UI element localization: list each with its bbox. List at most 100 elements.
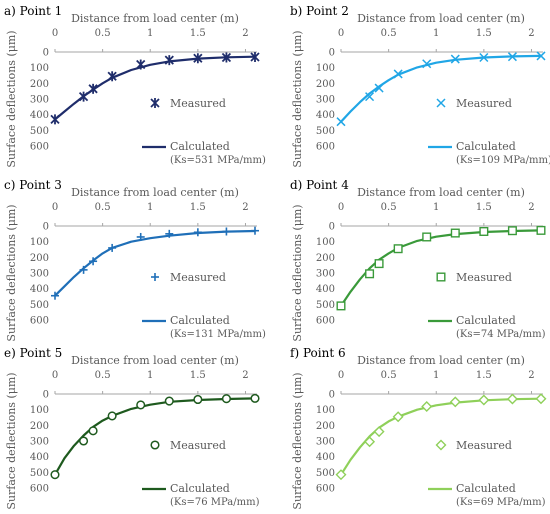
x-tick-label: 2 xyxy=(528,370,534,381)
x-tick-label: 2 xyxy=(528,202,534,213)
measured-point xyxy=(373,426,385,438)
measured-point xyxy=(422,59,432,69)
panel-title: b) Point 2 xyxy=(290,4,349,18)
measured-point xyxy=(536,51,546,61)
y-tick-label: 400 xyxy=(30,284,49,295)
y-tick-label: 100 xyxy=(30,63,49,74)
y-tick-label: 100 xyxy=(30,405,49,416)
calculated-line xyxy=(54,229,256,297)
measured-point xyxy=(221,52,232,63)
marker-stroke xyxy=(365,92,375,102)
measured-point xyxy=(79,436,89,446)
panel-3: c) Point 3 Distance from load center (m) S… xyxy=(4,178,266,342)
measured-point xyxy=(536,225,546,235)
measured-point xyxy=(193,394,203,405)
legend-marker xyxy=(436,98,446,108)
y-tick-label: 200 xyxy=(316,79,335,90)
y-tick-label: 200 xyxy=(30,79,49,90)
panel-title: e) Point 5 xyxy=(4,346,62,360)
measured-point xyxy=(136,400,146,410)
x-tick-label: 0 xyxy=(52,28,58,39)
panel-title: a) Point 1 xyxy=(4,4,62,18)
x-axis-label: Distance from load center (m) xyxy=(357,186,525,199)
measured-point xyxy=(479,52,489,63)
marker-stroke xyxy=(507,52,517,62)
panel-4: d) Point 4 Distance from load center (m) S… xyxy=(290,178,546,342)
x-tick-label: 1 xyxy=(147,202,153,213)
measured-point xyxy=(164,396,174,406)
measured-point xyxy=(336,117,346,127)
y-axis-label: Surface deflections (μm) xyxy=(291,204,304,341)
panel-title: c) Point 3 xyxy=(4,178,62,192)
marker-stroke xyxy=(450,54,460,64)
measured-point xyxy=(193,228,202,237)
calculated-line xyxy=(340,397,542,476)
measured-point xyxy=(365,92,375,102)
marker-stroke xyxy=(436,98,446,108)
legend-ks-label: (Ks=531 MPa/mm) xyxy=(170,155,266,166)
measured-point xyxy=(251,226,259,235)
y-tick-label: 500 xyxy=(316,468,335,479)
x-tick-label: 0.5 xyxy=(95,202,111,213)
measured-point xyxy=(335,469,347,481)
y-tick-label: 400 xyxy=(30,110,49,121)
x-tick-label: 1 xyxy=(433,370,439,381)
y-tick-label: 200 xyxy=(316,253,335,264)
legend-measured-label: Measured xyxy=(170,439,226,452)
x-tick-label: 0.5 xyxy=(95,370,111,381)
legend-measured-label: Measured xyxy=(170,271,226,284)
y-tick-label: 600 xyxy=(316,142,335,153)
y-tick-label: 200 xyxy=(30,421,49,432)
marker-stroke xyxy=(393,69,403,79)
y-tick-label: 100 xyxy=(316,63,335,74)
y-tick-label: 400 xyxy=(30,452,49,463)
panel-5: e) Point 5 Distance from load center (m) S… xyxy=(4,346,260,510)
x-tick-label: 1 xyxy=(147,28,153,39)
y-axis-label: Surface deflections (μm) xyxy=(5,372,18,509)
legend-ks-label: (Ks=69 MPa/mm) xyxy=(456,497,546,508)
measured-point xyxy=(107,411,117,421)
y-tick-label: 300 xyxy=(30,269,49,280)
measured-point xyxy=(421,401,433,413)
legend-marker xyxy=(435,439,447,451)
legend-marker xyxy=(436,272,446,282)
measured-point xyxy=(222,227,231,236)
measured-point xyxy=(136,232,145,241)
measured-point xyxy=(364,436,376,448)
y-tick-label: 600 xyxy=(316,484,335,495)
y-tick-label: 0 xyxy=(329,48,335,59)
legend-calculated-label: Calculated xyxy=(170,314,230,327)
measured-point xyxy=(136,59,146,70)
marker-stroke xyxy=(479,52,489,63)
x-tick-label: 0 xyxy=(338,370,344,381)
y-tick-label: 600 xyxy=(30,484,49,495)
measured-point xyxy=(79,265,88,274)
legend-measured-label: Measured xyxy=(170,97,226,110)
legend-measured-label: Measured xyxy=(456,97,512,110)
calculated-line xyxy=(340,54,542,123)
x-tick-label: 2 xyxy=(242,28,248,39)
y-tick-label: 300 xyxy=(316,437,335,448)
measured-point xyxy=(450,54,460,64)
y-axis-label: Surface deflections (μm) xyxy=(5,204,18,341)
measured-point xyxy=(250,393,260,403)
legend-calculated-label: Calculated xyxy=(456,140,516,153)
y-tick-label: 500 xyxy=(30,300,49,311)
measured-point xyxy=(336,301,346,311)
measured-point xyxy=(479,226,489,236)
x-tick-label: 1.5 xyxy=(476,202,492,213)
measured-point xyxy=(393,244,403,254)
measured-point xyxy=(78,91,89,102)
measured-point xyxy=(507,226,517,236)
legend-calculated-label: Calculated xyxy=(170,482,230,495)
y-tick-label: 0 xyxy=(43,48,49,59)
marker-stroke xyxy=(422,59,432,69)
measured-point xyxy=(374,259,384,269)
calculated-line xyxy=(54,397,256,476)
legend-ks-label: (Ks=131 MPa/mm) xyxy=(170,329,266,340)
x-tick-label: 0 xyxy=(338,202,344,213)
y-tick-label: 500 xyxy=(30,126,49,137)
x-axis-label: Distance from load center (m) xyxy=(357,12,525,25)
x-tick-label: 0.5 xyxy=(381,202,397,213)
y-tick-label: 200 xyxy=(30,253,49,264)
